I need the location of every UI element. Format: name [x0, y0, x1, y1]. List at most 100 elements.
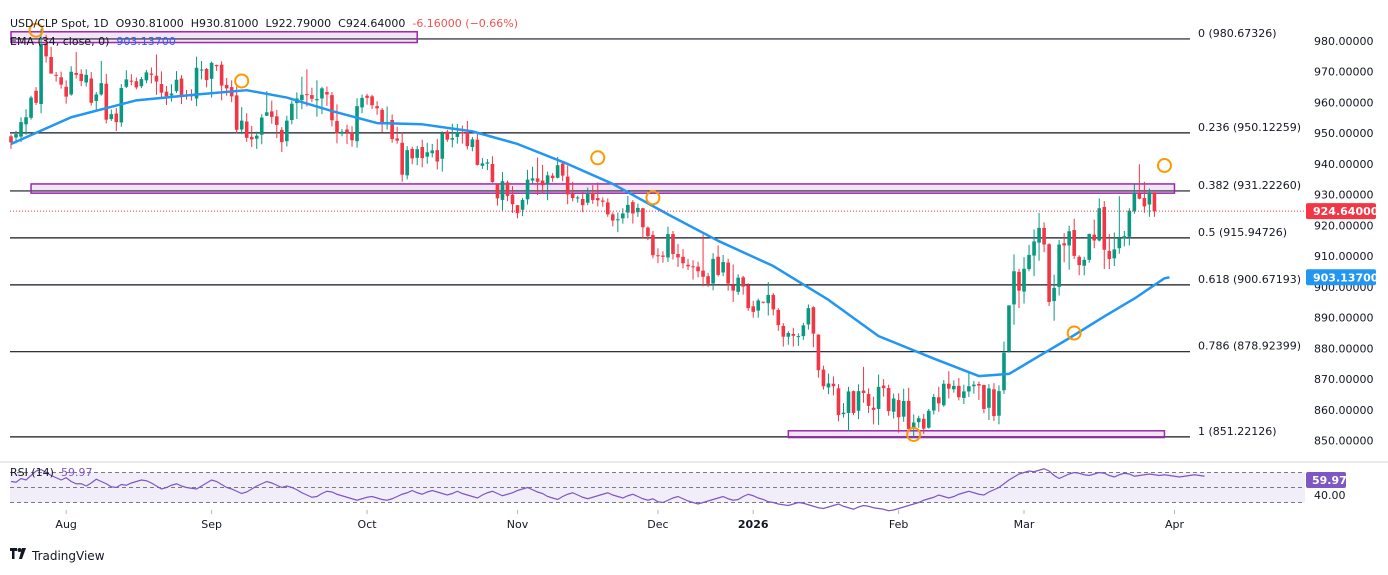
ema-legend: EMA (34, close, 0) 903.13700 — [10, 35, 176, 48]
swing-marker-circle — [1066, 325, 1082, 341]
candle-body — [1072, 230, 1076, 256]
candle-body — [987, 388, 991, 408]
candle-body — [94, 94, 99, 101]
candle-body — [1037, 227, 1041, 243]
fib-level-label: 0 (980.67326) — [1198, 27, 1277, 40]
candle-body — [555, 165, 560, 178]
candle-body — [285, 120, 289, 142]
candle-body — [972, 384, 976, 387]
candle-body — [952, 385, 956, 390]
fib-level-label: 0.382 (931.22260) — [1198, 179, 1301, 192]
candle-body — [1122, 236, 1127, 239]
candle-body — [64, 86, 68, 97]
candle-body — [575, 197, 580, 199]
candle-body — [721, 262, 725, 273]
candle-body — [886, 388, 891, 412]
candle-body — [641, 208, 645, 228]
candle-body — [1047, 244, 1051, 302]
candle-body — [485, 162, 490, 164]
candle-body — [786, 333, 791, 337]
candle-body — [74, 72, 78, 75]
symbol-legend: USD/CLP Spot, 1D O930.81000 H930.81000 L… — [10, 17, 518, 30]
swing-marker-circle — [1156, 157, 1172, 173]
rsi-value-badge: 59.97 — [1312, 474, 1347, 487]
candle-body — [350, 132, 354, 141]
y-tick-label: 890.00000 — [1314, 312, 1374, 325]
x-tick-label: Nov — [507, 518, 529, 531]
candle-body — [44, 43, 48, 57]
candle-body — [174, 79, 179, 92]
ema-value-badge: 903.13700 — [1313, 271, 1379, 284]
candle-body — [445, 131, 450, 140]
tradingview-logo-icon — [10, 548, 28, 563]
candle-body — [982, 384, 986, 409]
candle-body — [199, 69, 204, 71]
candle-body — [992, 389, 996, 417]
rsi-legend-value: 59.97 — [60, 466, 93, 479]
candle-body — [846, 391, 851, 413]
fib-level-label: 1 (851.22126) — [1198, 425, 1277, 438]
candle-body — [84, 74, 89, 83]
fib-level-label: 0.786 (878.92399) — [1198, 340, 1301, 353]
candle-body — [771, 294, 776, 310]
candle-body — [214, 64, 219, 67]
candle-body — [495, 184, 500, 199]
symbol-name[interactable]: USD/CLP Spot, 1D — [10, 17, 109, 30]
candle-body — [365, 95, 369, 98]
candle-body — [300, 94, 304, 101]
candle-body — [239, 120, 244, 130]
y-tick-label: 880.00000 — [1314, 342, 1374, 355]
x-tick-label: Sep — [201, 518, 222, 531]
low-value: L922.79000 — [265, 17, 332, 30]
candle-body — [69, 71, 73, 95]
candle-body — [851, 391, 856, 413]
candle-body — [891, 398, 896, 412]
candle-body — [997, 391, 1001, 416]
candle-body — [936, 397, 941, 404]
candle-body — [545, 175, 550, 184]
candle-body — [856, 391, 861, 411]
candle-body — [144, 72, 149, 81]
candle-body — [626, 204, 630, 213]
support-resistance-zone — [10, 31, 418, 44]
candle-body — [500, 181, 505, 200]
y-tick-label: 850.00000 — [1314, 435, 1374, 448]
candle-body — [836, 388, 841, 416]
candle-body — [59, 77, 63, 85]
candle-body — [535, 178, 540, 182]
candle-body — [169, 93, 174, 96]
candle-body — [290, 103, 294, 121]
candle-body — [811, 307, 816, 334]
candle-body — [1067, 231, 1071, 246]
candle-body — [977, 384, 981, 386]
candle-body — [831, 383, 836, 387]
candle-body — [470, 139, 475, 148]
candle-body — [580, 199, 585, 206]
open-value: O930.81000 — [115, 17, 184, 30]
rsi-label[interactable]: RSI (14) — [10, 466, 54, 479]
fib-level-label: 0.618 (900.67193) — [1198, 273, 1301, 286]
candle-body — [335, 120, 339, 134]
rsi-legend: RSI (14) 59.97 — [10, 466, 92, 479]
x-tick-label: Mar — [1014, 518, 1035, 531]
x-tick-label: 2026 — [738, 518, 769, 531]
candle-body — [881, 385, 886, 389]
candle-body — [24, 117, 28, 125]
candle-body — [726, 262, 730, 284]
candle-body — [425, 152, 430, 157]
x-tick-label: Dec — [647, 518, 668, 531]
ema-label[interactable]: EMA (34, close, 0) — [10, 35, 110, 48]
candle-body — [134, 81, 139, 88]
candle-body — [490, 163, 495, 183]
candle-body — [29, 97, 33, 118]
candle-body — [330, 95, 334, 121]
main-pane — [10, 12, 1305, 458]
brand-footer[interactable]: TradingView — [10, 548, 105, 563]
candle-body — [1082, 259, 1087, 266]
candle-body — [565, 176, 570, 195]
candle-body — [380, 109, 384, 125]
candle-body — [926, 410, 931, 428]
candle-body — [791, 333, 796, 336]
candle-body — [621, 213, 625, 219]
